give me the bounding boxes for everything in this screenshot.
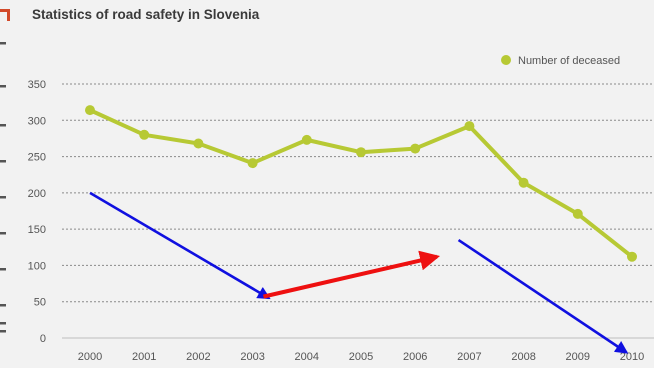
data-point	[518, 177, 529, 188]
x-tick-label: 2006	[403, 351, 427, 363]
data-point	[193, 138, 204, 149]
y-tick-label: 50	[34, 297, 46, 309]
x-tick-label: 2003	[240, 351, 264, 363]
x-tick-label: 2002	[186, 351, 210, 363]
data-point	[410, 143, 421, 154]
legend: Number of deceased	[501, 55, 620, 67]
legend-label: Number of deceased	[518, 55, 620, 67]
left-edge-tick-mark	[0, 196, 6, 199]
x-tick-label: 2008	[511, 351, 535, 363]
y-tick-label: 150	[28, 224, 46, 236]
corner-accent-mark	[0, 9, 10, 21]
legend-marker	[501, 55, 511, 65]
y-tick-label: 300	[28, 115, 46, 127]
data-point	[85, 105, 95, 116]
trend-arrow	[89, 191, 271, 300]
x-tick-label: 2009	[566, 351, 590, 363]
x-tick-label: 2005	[349, 351, 373, 363]
left-edge-tick-mark	[0, 160, 6, 163]
left-edge-tick-marks	[0, 42, 6, 333]
data-point	[247, 158, 258, 169]
left-edge-tick-mark	[0, 42, 6, 45]
y-tick-label: 350	[28, 79, 46, 91]
y-tick-label: 200	[28, 188, 46, 200]
series-lines	[88, 108, 634, 259]
left-edge-tick-mark	[0, 304, 6, 307]
data-point	[139, 129, 150, 140]
data-point	[464, 121, 475, 132]
x-tick-label: 2007	[457, 351, 481, 363]
data-point	[572, 208, 583, 219]
data-point	[356, 147, 366, 158]
left-edge-tick-mark	[0, 232, 6, 235]
trend-arrow	[457, 238, 629, 354]
left-edge-tick-mark	[0, 268, 6, 271]
data-point	[627, 251, 637, 262]
x-tick-label: 2004	[295, 351, 319, 363]
chart-title: Statistics of road safety in Slovenia	[32, 7, 260, 22]
gridlines	[62, 83, 654, 339]
y-axis-tick-labels: 0 50 100 150 200 250 300 350	[28, 79, 46, 345]
left-edge-tick-mark	[0, 322, 6, 325]
left-edge-tick-mark	[0, 124, 6, 127]
trend-arrow	[262, 250, 440, 299]
left-edge-tick-mark	[0, 85, 6, 88]
y-tick-label: 0	[40, 333, 46, 345]
y-tick-label: 100	[28, 260, 46, 272]
x-axis-tick-labels: 2000 2001 2002 2003 2004 2005 2006 2007 2008 2009…	[78, 351, 644, 363]
x-tick-label: 2010	[620, 351, 644, 363]
trend-arrows	[89, 191, 629, 354]
data-points	[85, 105, 637, 262]
x-tick-label: 2000	[78, 351, 102, 363]
x-tick-label: 2001	[132, 351, 156, 363]
data-point	[301, 134, 312, 145]
y-tick-label: 250	[28, 152, 46, 164]
left-edge-tick-mark	[0, 330, 6, 333]
series-line	[88, 108, 634, 259]
